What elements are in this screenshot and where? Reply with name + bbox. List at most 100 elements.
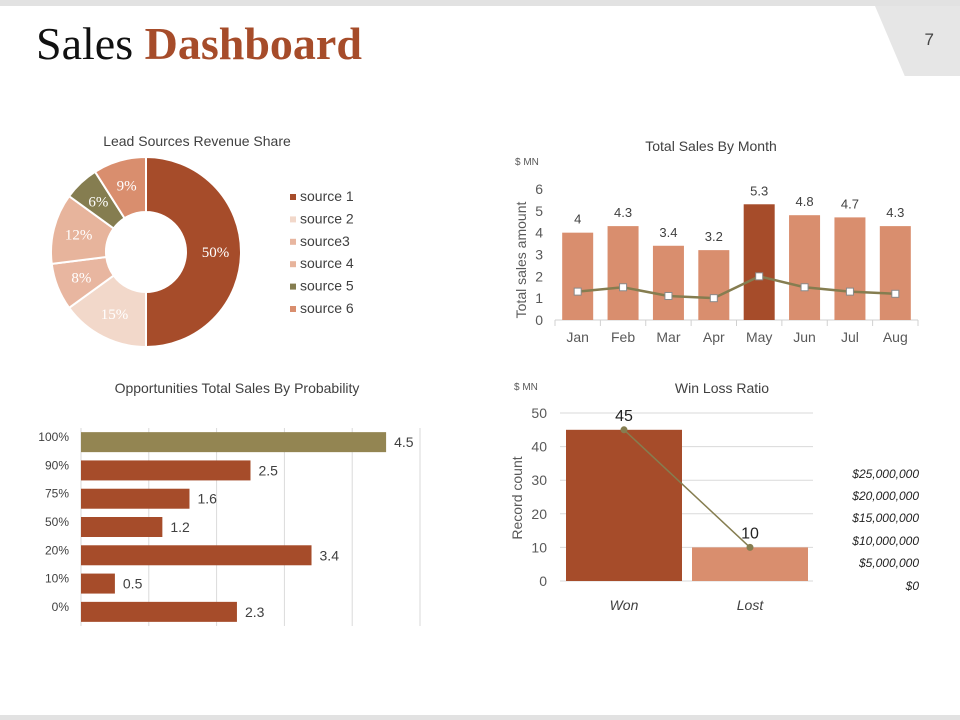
hbar-75pct	[81, 488, 190, 509]
y-tick-label: 30	[531, 472, 547, 488]
x-tick-label: May	[746, 329, 772, 345]
bar-aug	[879, 226, 911, 320]
y-tick-label: 3	[535, 247, 543, 263]
trend-line	[577, 275, 896, 300]
hbar-value-label: 0.5	[123, 576, 143, 592]
hbar-value-label: 4.5	[394, 434, 414, 450]
x-tick-label: Jan	[566, 329, 589, 345]
sales-by-month-unit: $ MN	[515, 157, 539, 168]
y-tick-label: 0	[539, 573, 547, 589]
bar-feb	[607, 226, 639, 320]
bar-value-label: 3.4	[659, 225, 677, 240]
y-tick-label: 10	[531, 539, 547, 555]
x-tick-label: Jul	[841, 329, 859, 345]
y-category-label: 0%	[52, 600, 70, 614]
bar-mar	[652, 245, 684, 320]
legend-swatch	[290, 306, 296, 312]
page-title: Sales Dashboard	[36, 14, 362, 74]
trend-marker	[573, 287, 582, 296]
legend-swatch	[290, 283, 296, 290]
legend-label: source 5	[300, 278, 354, 294]
hbar-0pct	[81, 601, 237, 622]
bar-value-label: 4	[574, 212, 581, 227]
bar-value-label: 3.2	[705, 229, 723, 244]
hbar-10pct	[81, 573, 115, 594]
y-tick-label: 4	[535, 225, 543, 241]
donut-slice-6	[93, 155, 147, 220]
x-tick-label: Apr	[703, 329, 725, 345]
legend-swatch	[290, 216, 296, 223]
opportunities-title: Opportunities Total Sales By Probability	[115, 380, 360, 396]
trend-marker	[891, 289, 900, 298]
donut-slice-1	[145, 155, 242, 349]
y-tick-label: 50	[531, 405, 547, 421]
trend-marker	[845, 287, 854, 296]
bar-won	[566, 429, 682, 581]
legend-label: source 1	[300, 188, 354, 204]
bar-value-label: 10	[741, 525, 759, 542]
hbar-value-label: 3.4	[320, 547, 340, 563]
x-tick-label: Aug	[883, 329, 908, 345]
y-tick-label: 2	[535, 268, 543, 284]
bar-lost	[692, 547, 808, 581]
bar-may	[743, 204, 775, 320]
y-category-label: 90%	[45, 458, 69, 472]
hbar-100pct	[81, 432, 387, 453]
y-tick-label: 40	[531, 439, 547, 455]
secondary-axis-label: $5,000,000	[858, 556, 919, 570]
donut-value-label: 15%	[101, 307, 129, 323]
bar-value-label: 4.3	[614, 205, 632, 220]
y-category-label: 20%	[45, 543, 69, 557]
secondary-axis-label: $20,000,000	[851, 489, 919, 503]
y-tick-label: 20	[531, 506, 547, 522]
win-loss-marker	[746, 543, 754, 551]
trend-marker	[800, 283, 809, 292]
y-category-label: 50%	[45, 515, 69, 529]
donut-value-label: 8%	[71, 271, 91, 287]
x-tick-label: Lost	[737, 597, 765, 613]
x-tick-label: Mar	[656, 329, 680, 345]
donut-value-label: 50%	[202, 245, 230, 261]
win-loss-line	[623, 429, 751, 548]
hbar-20pct	[81, 545, 312, 566]
legend-label: source3	[300, 233, 350, 249]
y-category-label: 75%	[45, 487, 69, 501]
win-loss-title: Win Loss Ratio	[675, 380, 769, 396]
legend-swatch	[290, 194, 296, 200]
bar-jun	[789, 215, 821, 320]
page-number: 7	[924, 30, 934, 49]
secondary-axis-label: $0	[905, 579, 920, 593]
page-title-accent: Dashboard	[144, 18, 362, 69]
page-title-main: Sales	[36, 18, 134, 69]
secondary-axis-label: $15,000,000	[851, 511, 919, 525]
bar-value-label: 45	[615, 408, 633, 425]
trend-marker	[755, 272, 764, 281]
secondary-axis-label: $10,000,000	[851, 534, 919, 548]
bar-value-label: 5.3	[750, 183, 768, 198]
hbar-50pct	[81, 517, 163, 537]
legend-label: source 6	[300, 300, 354, 316]
bottom-bar	[0, 715, 960, 720]
win-loss-ylabel: Record count	[509, 456, 525, 539]
hbar-value-label: 1.2	[170, 519, 190, 535]
y-category-label: 100%	[38, 430, 69, 444]
legend-swatch	[290, 261, 296, 268]
y-tick-label: 0	[535, 312, 543, 328]
win-loss-unit: $ MN	[514, 382, 538, 393]
trend-marker	[619, 283, 628, 292]
donut-value-label: 9%	[117, 178, 137, 194]
hbar-90pct	[81, 460, 251, 481]
legend-swatch	[290, 238, 296, 245]
bar-jul	[834, 217, 866, 320]
trend-marker	[709, 294, 718, 303]
lead-sources-title: Lead Sources Revenue Share	[103, 133, 291, 149]
secondary-axis-label: $25,000,000	[851, 467, 919, 481]
hbar-value-label: 1.6	[197, 491, 217, 507]
x-tick-label: Feb	[611, 329, 635, 345]
top-bar	[0, 0, 960, 6]
bar-jan	[562, 232, 594, 320]
